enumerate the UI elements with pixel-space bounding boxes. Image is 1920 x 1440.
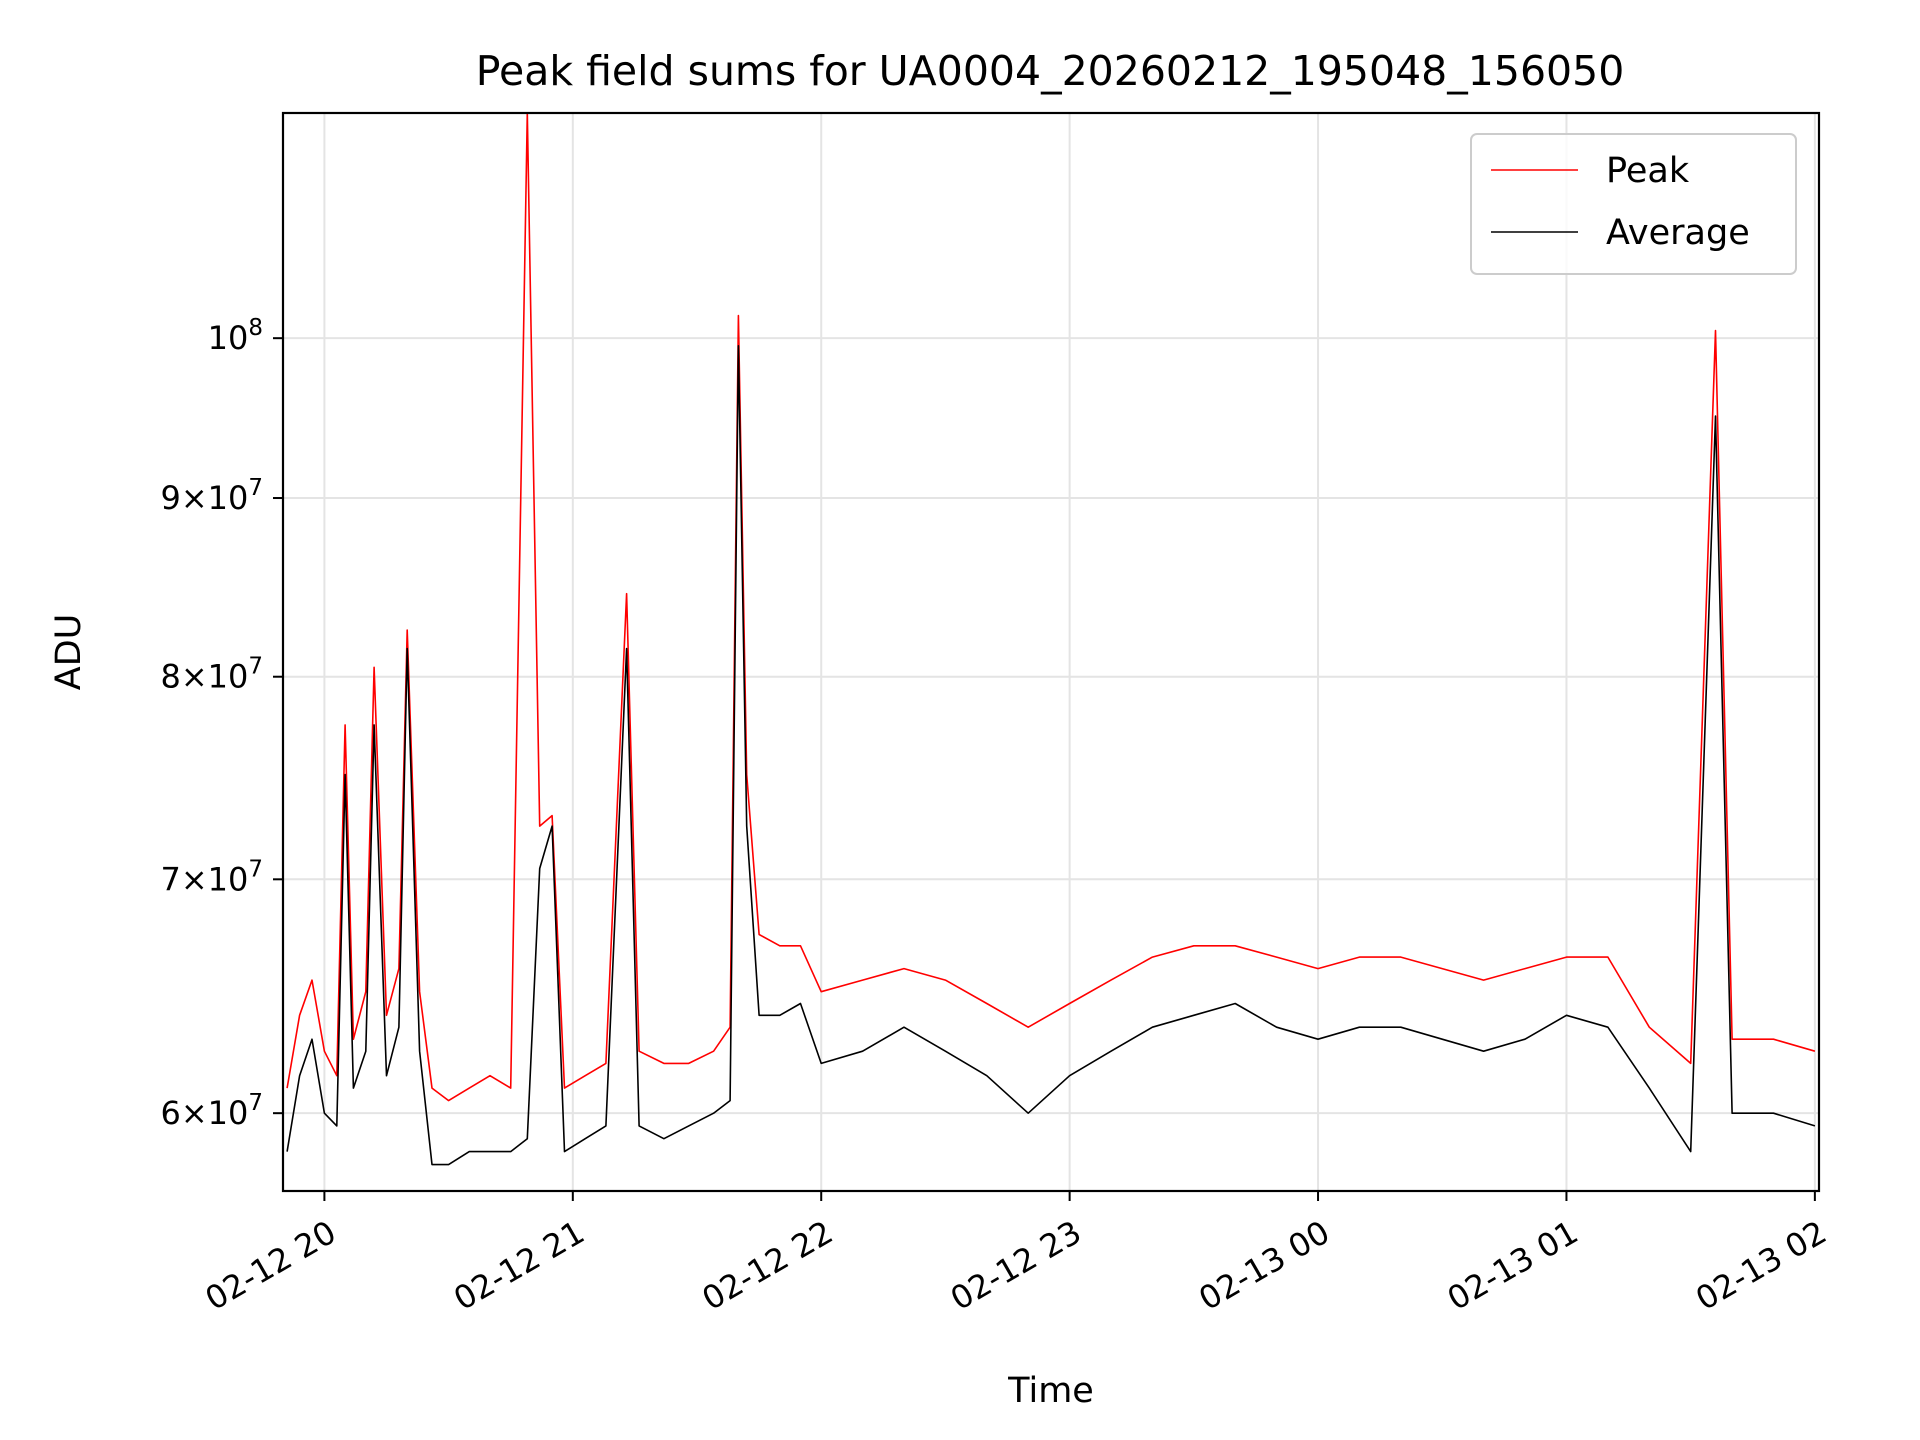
plot-frame (281, 111, 1821, 1193)
y-tick-label: 7×107 (160, 856, 263, 898)
legend: Peak Average (1470, 133, 1797, 275)
x-axis-label: Time (1007, 1371, 1094, 1411)
y-axis-label: ADU (49, 614, 89, 691)
series-layer (286, 113, 1816, 1166)
y-tick-label: 6×107 (160, 1090, 263, 1132)
legend-label-average: Average (1606, 213, 1750, 253)
chart-title: Peak field sums for UA0004_20260212_1950… (476, 47, 1625, 95)
legend-box (1470, 133, 1797, 275)
y-tick-label: 8×107 (160, 654, 263, 696)
series-line-average (286, 344, 1816, 1166)
series-line-peak (286, 113, 1816, 1102)
y-axis: 6×107 7×107 8×107 9×107 108 (160, 315, 283, 1132)
legend-label-peak: Peak (1606, 151, 1690, 191)
y-tick-label: 108 (208, 315, 263, 357)
y-tick-label: 9×107 (160, 475, 263, 517)
